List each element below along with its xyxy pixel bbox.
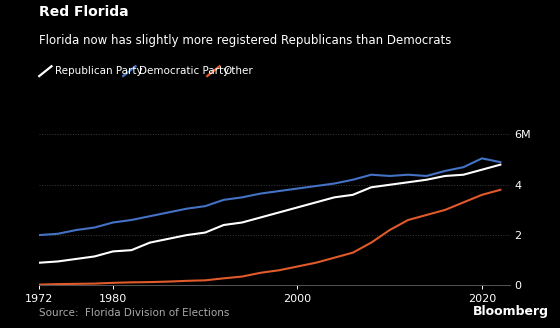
Text: Source:  Florida Division of Elections: Source: Florida Division of Elections [39, 308, 230, 318]
Text: Bloomberg: Bloomberg [473, 305, 549, 318]
Text: Florida now has slightly more registered Republicans than Democrats: Florida now has slightly more registered… [39, 34, 451, 48]
Text: Other: Other [223, 66, 253, 76]
Text: Red Florida: Red Florida [39, 5, 129, 19]
Text: Democratic Party: Democratic Party [139, 66, 229, 76]
Text: Republican Party: Republican Party [55, 66, 142, 76]
